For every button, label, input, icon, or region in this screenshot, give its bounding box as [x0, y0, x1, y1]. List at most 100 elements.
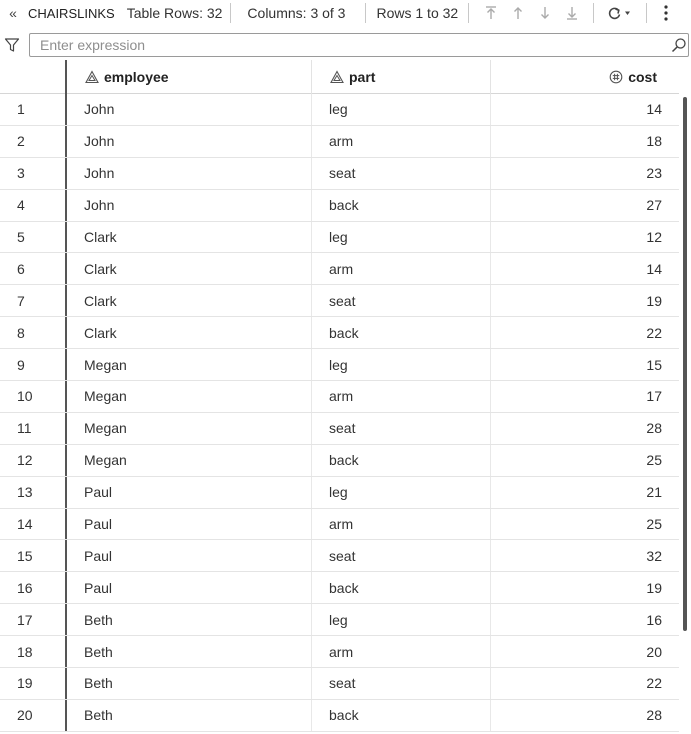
table-row[interactable]: 16 Paul back 19	[0, 572, 679, 605]
cost-cell: 28	[646, 420, 662, 437]
search-icon[interactable]	[671, 37, 687, 53]
next-row-icon	[540, 7, 549, 19]
employee-cell: Beth	[67, 668, 312, 699]
table-row[interactable]: 7 Clark seat 19	[0, 285, 679, 318]
employee-cell: John	[67, 189, 312, 221]
first-row-button[interactable]	[477, 2, 504, 24]
part-cell: seat	[312, 285, 491, 317]
table-row[interactable]: 15 Paul seat 32	[0, 540, 679, 573]
table-row[interactable]: 17 Beth leg 16	[0, 604, 679, 637]
table-row[interactable]: 5 Clark leg 12	[0, 221, 679, 254]
row-number-cell: 16	[0, 572, 67, 604]
row-number-cell: 5	[0, 221, 67, 253]
more-options-button[interactable]	[655, 2, 677, 24]
column-header-cost[interactable]: cost	[491, 60, 679, 94]
part-cell: seat	[312, 668, 491, 699]
employee-cell: Paul	[67, 572, 312, 604]
column-header-employee[interactable]: employee	[67, 60, 312, 94]
first-row-icon	[485, 6, 496, 19]
table-row[interactable]: 1 John leg 14	[0, 94, 679, 126]
table-row[interactable]: 19 Beth seat 22	[0, 668, 679, 700]
part-cell: seat	[312, 412, 491, 444]
employee-cell: John	[67, 94, 312, 125]
row-number-cell: 10	[0, 381, 67, 412]
row-number-cell: 19	[0, 668, 67, 699]
grid-header: employee part cost	[0, 60, 679, 94]
employee-cell: Paul	[67, 540, 312, 572]
part-cell: arm	[312, 636, 491, 668]
cost-cell: 12	[646, 229, 662, 245]
employee-cell: Clark	[67, 285, 312, 317]
cost-cell: 17	[646, 388, 662, 405]
refresh-icon	[609, 7, 631, 20]
grid-body: 1 John leg 14 2 John arm 18 3 John seat 23 4 John back…	[0, 94, 679, 732]
part-cell: arm	[312, 125, 491, 157]
row-number-cell: 18	[0, 636, 67, 668]
table-row[interactable]: 12 Megan back 25	[0, 444, 679, 477]
cost-cell: 14	[646, 260, 662, 277]
cost-cell: 18	[646, 133, 662, 150]
table-rows-count: Table Rows: 32	[126, 5, 223, 21]
column-header-label: employee	[104, 69, 169, 85]
row-number-cell: 4	[0, 189, 67, 221]
employee-cell: Clark	[67, 253, 312, 285]
vertical-scrollbar[interactable]	[683, 97, 687, 631]
employee-cell: Megan	[67, 444, 312, 476]
table-name: CHAIRSLINKS	[28, 5, 115, 21]
table-row[interactable]: 8 Clark back 22	[0, 317, 679, 350]
toolbar-divider	[468, 3, 470, 23]
toolbar-divider	[365, 3, 367, 23]
part-cell: back	[312, 189, 491, 221]
next-row-button[interactable]	[531, 2, 558, 24]
employee-cell: Beth	[67, 699, 312, 731]
column-header-part[interactable]: part	[312, 60, 491, 94]
cost-cell: 23	[646, 165, 662, 182]
part-cell: back	[312, 572, 491, 604]
cost-cell: 22	[646, 675, 662, 692]
employee-cell: Paul	[67, 476, 312, 508]
table-row[interactable]: 18 Beth arm 20	[0, 636, 679, 669]
row-number-cell: 20	[0, 699, 67, 731]
table-row[interactable]: 20 Beth back 28	[0, 699, 679, 732]
part-cell: back	[312, 444, 491, 476]
filter-expression-input[interactable]	[29, 33, 689, 57]
row-number-cell: 6	[0, 253, 67, 285]
numeric-type-icon	[609, 70, 623, 84]
row-number-cell: 9	[0, 349, 67, 381]
part-cell: leg	[312, 349, 491, 381]
filter-icon[interactable]	[4, 37, 20, 53]
employee-cell: Megan	[67, 349, 312, 381]
table-row[interactable]: 11 Megan seat 28	[0, 412, 679, 445]
employee-cell: Megan	[67, 381, 312, 412]
toolbar-divider	[593, 3, 595, 23]
cost-cell: 22	[646, 324, 662, 341]
row-number-cell: 3	[0, 157, 67, 189]
part-cell: leg	[312, 94, 491, 125]
cost-cell: 19	[646, 292, 662, 309]
table-row[interactable]: 9 Megan leg 15	[0, 349, 679, 382]
employee-cell: John	[67, 125, 312, 157]
table-row[interactable]: 10 Megan arm 17	[0, 381, 679, 413]
table-row[interactable]: 3 John seat 23	[0, 157, 679, 190]
table-row[interactable]: 2 John arm 18	[0, 125, 679, 158]
employee-cell: Beth	[67, 604, 312, 636]
character-type-icon	[330, 70, 344, 84]
row-number-cell: 1	[0, 94, 67, 125]
cost-cell: 25	[646, 452, 662, 469]
part-cell: seat	[312, 540, 491, 572]
last-row-button[interactable]	[558, 2, 585, 24]
row-number-cell: 13	[0, 476, 67, 508]
table-row[interactable]: 13 Paul leg 21	[0, 476, 679, 509]
table-row[interactable]: 4 John back 27	[0, 189, 679, 222]
table-row[interactable]: 6 Clark arm 14	[0, 253, 679, 286]
cost-cell: 32	[646, 547, 662, 564]
table-toolbar: « CHAIRSLINKS Table Rows: 32 Columns: 3 …	[0, 0, 691, 26]
refresh-button[interactable]	[602, 2, 638, 24]
collapse-panel-button[interactable]: «	[9, 5, 17, 21]
table-row[interactable]: 14 Paul arm 25	[0, 508, 679, 541]
previous-row-button[interactable]	[504, 2, 531, 24]
toolbar-divider	[230, 3, 232, 23]
columns-count: Columns: 3 of 3	[247, 5, 346, 21]
part-cell: arm	[312, 381, 491, 412]
employee-cell: Paul	[67, 508, 312, 540]
